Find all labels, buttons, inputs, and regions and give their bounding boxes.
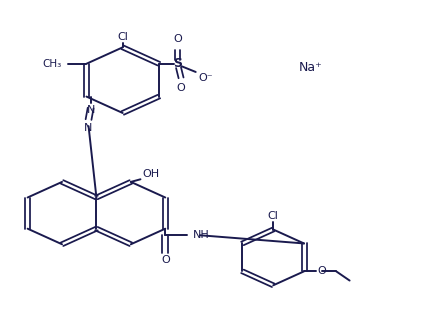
Text: O: O bbox=[177, 83, 185, 93]
Text: NH: NH bbox=[192, 230, 209, 240]
Text: CH₃: CH₃ bbox=[42, 59, 61, 69]
Text: Na⁺: Na⁺ bbox=[298, 61, 322, 73]
Text: O: O bbox=[317, 266, 326, 276]
Text: O: O bbox=[173, 34, 182, 44]
Text: OH: OH bbox=[143, 168, 160, 179]
Text: N: N bbox=[86, 105, 95, 115]
Text: O: O bbox=[161, 255, 170, 265]
Text: Cl: Cl bbox=[268, 211, 279, 221]
Text: N: N bbox=[84, 123, 93, 133]
Text: Cl: Cl bbox=[117, 32, 128, 42]
Text: O⁻: O⁻ bbox=[199, 72, 213, 83]
Text: S: S bbox=[173, 57, 182, 70]
